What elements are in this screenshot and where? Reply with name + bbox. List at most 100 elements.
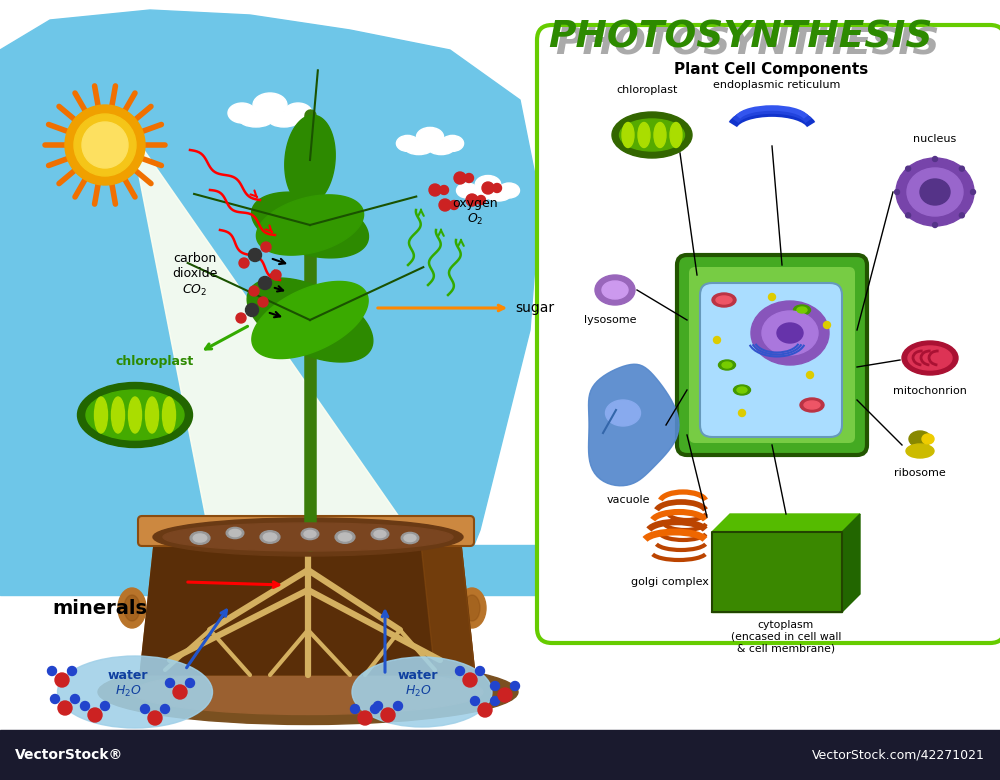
Ellipse shape — [58, 656, 212, 728]
Ellipse shape — [456, 183, 478, 198]
Polygon shape — [130, 130, 450, 590]
Ellipse shape — [612, 112, 692, 158]
Ellipse shape — [396, 136, 419, 151]
Text: golgi complex: golgi complex — [631, 577, 709, 587]
Ellipse shape — [401, 533, 419, 544]
Ellipse shape — [595, 275, 635, 305]
Ellipse shape — [487, 189, 511, 201]
Ellipse shape — [824, 321, 830, 328]
FancyBboxPatch shape — [138, 516, 474, 546]
Polygon shape — [420, 535, 475, 675]
Ellipse shape — [304, 530, 316, 537]
Polygon shape — [0, 10, 540, 595]
Ellipse shape — [153, 518, 463, 556]
Ellipse shape — [712, 293, 736, 307]
Ellipse shape — [909, 431, 931, 447]
Ellipse shape — [902, 341, 958, 375]
Ellipse shape — [464, 595, 480, 621]
Ellipse shape — [441, 136, 464, 151]
Ellipse shape — [80, 701, 90, 711]
Ellipse shape — [804, 401, 820, 409]
Ellipse shape — [737, 387, 747, 393]
Ellipse shape — [906, 213, 911, 218]
Ellipse shape — [228, 103, 256, 123]
Text: VectorStock.com/42271021: VectorStock.com/42271021 — [812, 749, 985, 761]
Text: chloroplast: chloroplast — [616, 85, 678, 95]
Polygon shape — [252, 192, 368, 258]
Ellipse shape — [718, 360, 736, 370]
Ellipse shape — [490, 682, 500, 690]
Ellipse shape — [381, 708, 395, 722]
Ellipse shape — [65, 105, 145, 185]
Ellipse shape — [734, 385, 750, 395]
Ellipse shape — [908, 346, 952, 370]
Ellipse shape — [906, 444, 934, 458]
Ellipse shape — [86, 390, 184, 440]
Ellipse shape — [777, 323, 803, 343]
Ellipse shape — [249, 286, 259, 296]
Ellipse shape — [358, 711, 372, 725]
FancyBboxPatch shape — [700, 283, 842, 437]
Ellipse shape — [654, 122, 666, 147]
Ellipse shape — [371, 528, 389, 540]
Ellipse shape — [670, 122, 682, 147]
Text: oxygen
$O_2$: oxygen $O_2$ — [452, 197, 498, 227]
Ellipse shape — [465, 189, 490, 201]
Ellipse shape — [463, 673, 477, 687]
Ellipse shape — [263, 533, 277, 541]
FancyBboxPatch shape — [689, 267, 855, 443]
Ellipse shape — [471, 697, 480, 705]
Ellipse shape — [896, 158, 974, 226]
Ellipse shape — [100, 701, 110, 711]
Ellipse shape — [112, 397, 124, 433]
Ellipse shape — [722, 362, 732, 368]
Ellipse shape — [140, 704, 150, 714]
Text: chloroplast: chloroplast — [116, 356, 194, 368]
Ellipse shape — [82, 122, 128, 168]
Ellipse shape — [124, 595, 140, 621]
Ellipse shape — [258, 276, 272, 289]
Ellipse shape — [88, 708, 102, 722]
Ellipse shape — [98, 660, 518, 725]
Ellipse shape — [439, 186, 448, 194]
Ellipse shape — [416, 127, 444, 147]
Ellipse shape — [239, 111, 273, 127]
Ellipse shape — [226, 527, 244, 539]
Ellipse shape — [906, 166, 911, 171]
Ellipse shape — [428, 142, 454, 154]
Ellipse shape — [797, 307, 807, 313]
Text: ribosome: ribosome — [894, 468, 946, 478]
Ellipse shape — [374, 701, 382, 711]
Polygon shape — [589, 364, 679, 486]
Ellipse shape — [751, 301, 829, 365]
Ellipse shape — [800, 398, 824, 412]
Text: sugar: sugar — [515, 301, 554, 315]
Ellipse shape — [351, 704, 360, 714]
Ellipse shape — [907, 168, 963, 216]
Ellipse shape — [370, 704, 380, 714]
Ellipse shape — [475, 176, 501, 193]
Polygon shape — [252, 282, 368, 359]
Ellipse shape — [959, 213, 964, 218]
Ellipse shape — [768, 293, 776, 300]
Polygon shape — [842, 514, 860, 612]
Bar — [0, 545, 550, 595]
Ellipse shape — [236, 313, 246, 323]
Text: vacuole: vacuole — [606, 495, 650, 505]
Ellipse shape — [738, 410, 746, 417]
Polygon shape — [247, 278, 373, 362]
Ellipse shape — [466, 194, 478, 206]
Ellipse shape — [458, 588, 486, 628]
Text: cytoplasm
(encased in cell wall
& cell membrane): cytoplasm (encased in cell wall & cell m… — [731, 620, 841, 653]
Ellipse shape — [94, 397, 108, 433]
Ellipse shape — [511, 682, 520, 690]
Ellipse shape — [51, 694, 60, 704]
Ellipse shape — [258, 297, 268, 307]
Ellipse shape — [429, 184, 441, 196]
Text: Plant Cell Components: Plant Cell Components — [674, 62, 868, 77]
Ellipse shape — [716, 296, 732, 304]
FancyBboxPatch shape — [537, 25, 1000, 643]
Ellipse shape — [476, 666, 484, 675]
Ellipse shape — [146, 397, 158, 433]
Ellipse shape — [148, 711, 162, 725]
